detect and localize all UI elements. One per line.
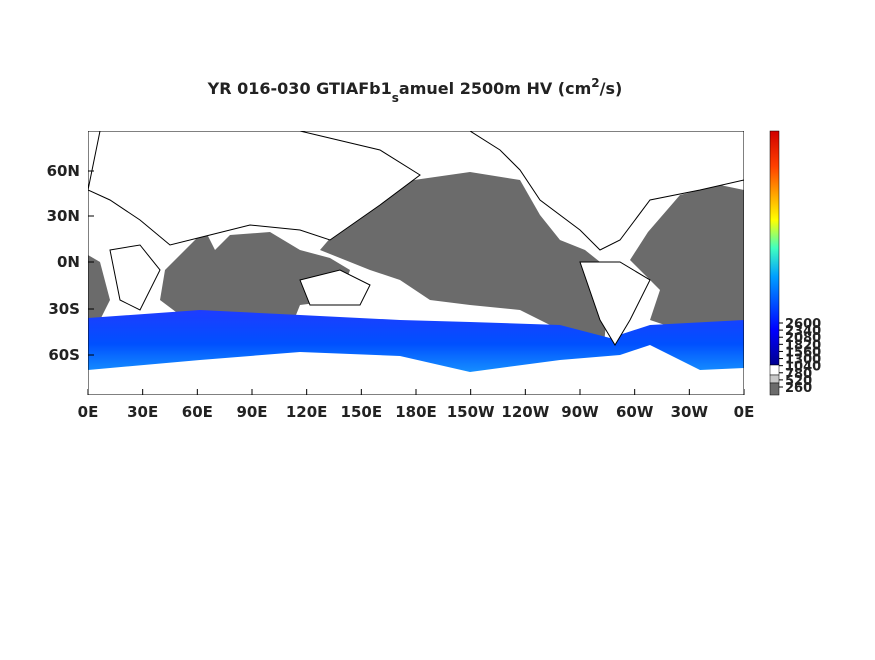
colorbar: [769, 130, 780, 366]
lat-label: 30S: [48, 300, 80, 318]
lon-label: 0E: [734, 403, 755, 421]
lon-label: 30E: [127, 403, 158, 421]
lat-label: 30N: [47, 207, 80, 225]
colorbar-label: 1040: [785, 360, 821, 375]
colorbar-label: 2600: [785, 317, 821, 332]
colorbar-label: 2340: [785, 324, 821, 339]
lon-label: 30W: [671, 403, 709, 421]
lon-label: 150W: [447, 403, 495, 421]
colorbar-label: 520: [785, 374, 812, 389]
lon-label: 120E: [286, 403, 328, 421]
lon-label: 60E: [182, 403, 213, 421]
lon-label: 0E: [78, 403, 99, 421]
title: YR 016-030 GTIAFb1samuel 2500m HV (cm2/s…: [207, 76, 623, 105]
atlantic-ocean-west: [88, 255, 110, 320]
indian-ocean: [160, 230, 350, 330]
pacific-ocean: [320, 172, 608, 345]
map-field: [88, 131, 744, 395]
title-part: YR 016-030 GTIAFb1: [207, 79, 392, 98]
lon-label: 120W: [501, 403, 549, 421]
atlantic-ocean: [630, 185, 744, 330]
title-part: amuel 2500m HV (cm: [399, 79, 591, 98]
title-part: /s): [600, 79, 623, 98]
lon-label: 150E: [341, 403, 383, 421]
lon-label: 90W: [561, 403, 599, 421]
colorbar-label: 1300: [785, 353, 821, 368]
colorbar-label: 260: [785, 381, 812, 396]
lon-label: 180E: [395, 403, 437, 421]
lat-label: 0N: [57, 253, 80, 271]
colorbar-lightgray: [769, 374, 780, 384]
colorbar-label: 780: [785, 367, 812, 382]
antarctica: [88, 345, 744, 395]
colorbar-label: 2080: [785, 331, 821, 346]
continents: [88, 131, 744, 346]
title-subscript: s: [392, 91, 399, 105]
lat-label: 60S: [48, 346, 80, 364]
lon-label: 60W: [616, 403, 654, 421]
colorbar-label: 1820: [785, 338, 821, 353]
colorbar-label: 1560: [785, 345, 821, 360]
colorbar-darkgray: [769, 382, 780, 396]
lon-label: 90E: [236, 403, 267, 421]
title-superscript: 2: [591, 76, 599, 90]
colorbar-white: [769, 364, 780, 376]
lat-label: 60N: [47, 162, 80, 180]
